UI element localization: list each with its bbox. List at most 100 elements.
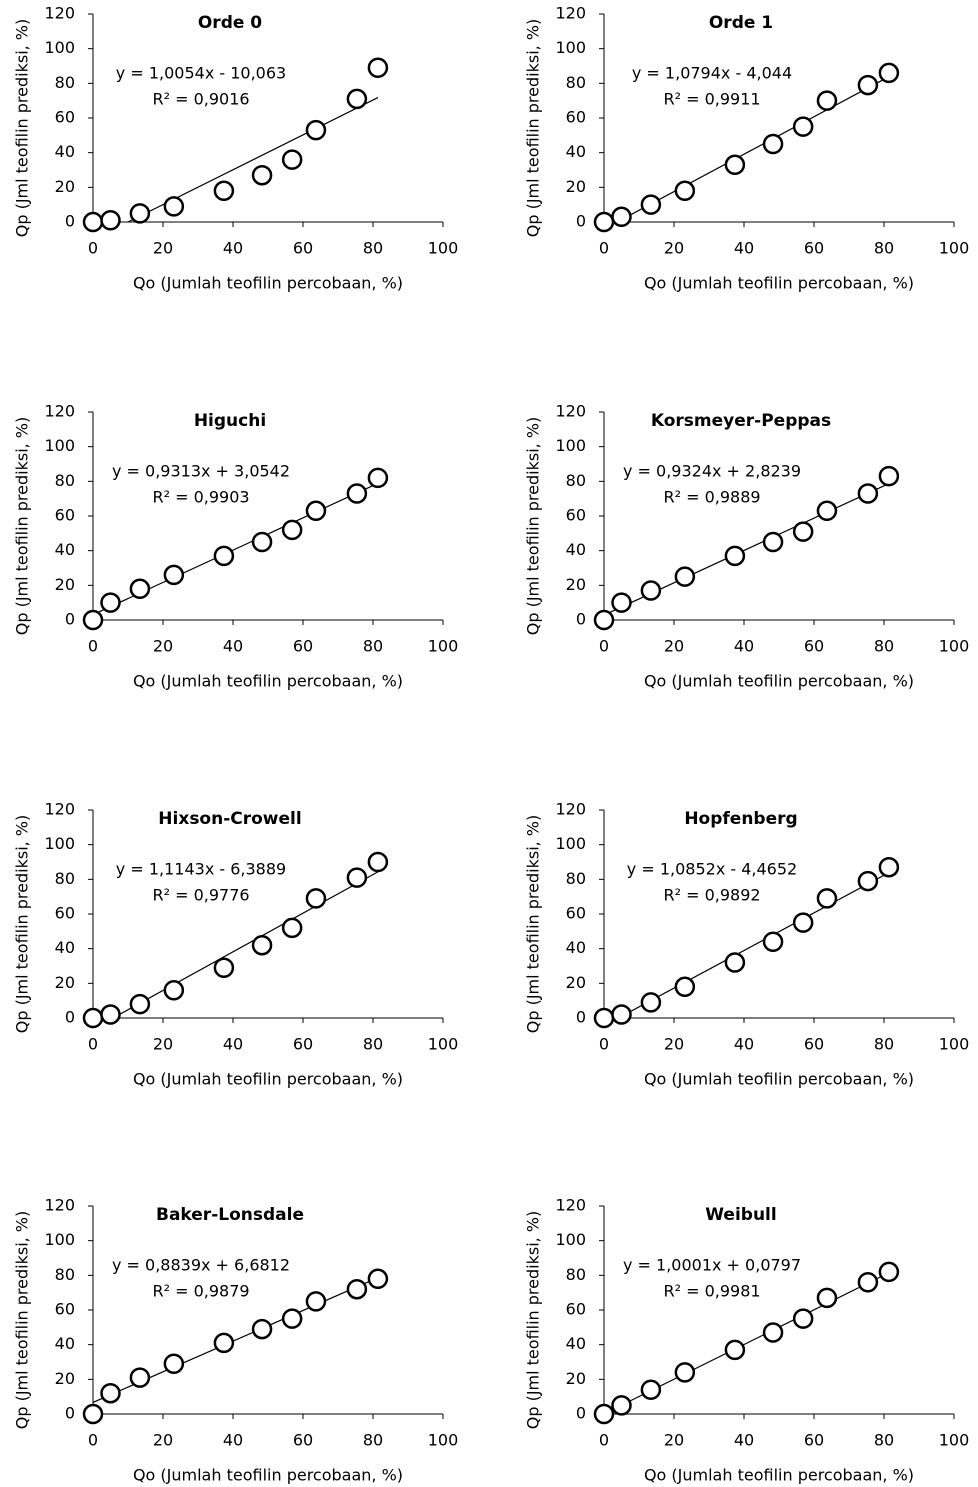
y-tick-label: 80 [55,1265,75,1284]
chart-title: Orde 0 [198,13,262,33]
point [640,1379,662,1400]
point [82,211,104,233]
x-tick-label: 100 [428,1035,459,1054]
point [100,1004,121,1025]
point [857,870,879,892]
y-tick-label: 120 [555,402,586,421]
x-tick-label: 0 [599,239,609,258]
chart-title: Orde 1 [709,13,773,33]
y-tick-label: 40 [566,540,586,559]
point [305,1291,327,1312]
y-tick-label: 20 [55,973,75,992]
point [724,545,746,567]
x-tick-label: 40 [734,1431,754,1450]
point [305,888,327,909]
y-tick-label: 100 [555,38,586,57]
point [129,1367,151,1388]
x-tick-label: 40 [223,637,243,656]
y-tick-label: 80 [566,1265,586,1284]
y-axis-label: Qp (Jml teofilin prediksi, %) [13,1211,32,1430]
trendline-equation: y = 1,0001x + 0,0797 [623,1256,801,1275]
point [163,1353,185,1374]
y-tick-label: 80 [55,471,75,490]
y-tick-label: 20 [566,973,586,992]
point [674,566,696,587]
x-axis-label: Qo (Jumlah teofilin percobaan, %) [644,274,914,293]
y-tick-label: 100 [44,1230,75,1249]
y-tick-label: 0 [576,610,586,629]
x-tick-label: 100 [939,637,970,656]
x-tick-label: 0 [599,1431,609,1450]
y-tick-label: 60 [566,904,586,923]
point [367,1268,389,1290]
point [346,483,368,504]
trendline-r2: R² = 0,9892 [663,886,760,905]
trendline-r2: R² = 0,9889 [663,488,760,507]
trendline [112,871,379,1019]
x-axis-label: Qo (Jumlah teofilin percobaan, %) [133,1070,403,1089]
point [674,976,696,998]
chart-title: Baker-Lonsdale [156,1205,304,1225]
point [129,203,151,224]
point [611,592,632,613]
point [724,1339,746,1361]
y-axis-label: Qp (Jml teofilin prediksi, %) [524,19,543,238]
y-tick-label: 40 [566,1334,586,1353]
y-tick-label: 40 [55,540,75,559]
x-tick-label: 0 [88,637,98,656]
x-tick-label: 20 [664,637,684,656]
y-tick-label: 0 [576,212,586,231]
y-tick-label: 40 [55,1334,75,1353]
y-tick-label: 40 [566,938,586,957]
x-axis-label: Qo (Jumlah teofilin percobaan, %) [133,672,403,691]
x-tick-label: 100 [428,1431,459,1450]
y-tick-label: 60 [55,904,75,923]
x-axis-label: Qo (Jumlah teofilin percobaan, %) [644,1070,914,1089]
x-tick-label: 100 [939,1035,970,1054]
x-tick-label: 0 [88,1431,98,1450]
point [367,467,389,489]
point [213,1332,235,1354]
y-axis-label: Qp (Jml teofilin prediksi, %) [13,19,32,238]
y-tick-label: 0 [65,610,75,629]
trendline-r2: R² = 0,9903 [152,488,249,507]
point [367,851,389,873]
x-tick-label: 60 [293,239,313,258]
y-tick-label: 0 [65,1404,75,1423]
x-tick-label: 20 [153,1035,173,1054]
trendline-equation: y = 0,9324x + 2,8239 [623,462,801,481]
y-tick-label: 0 [65,212,75,231]
point [611,206,632,228]
point [816,888,838,909]
point [792,912,814,933]
x-tick-label: 60 [293,637,313,656]
point [251,1318,273,1340]
y-tick-label: 100 [555,834,586,853]
point [762,1322,784,1343]
y-tick-label: 120 [44,402,75,421]
point [251,934,273,956]
y-tick-label: 100 [44,38,75,57]
point [724,154,746,176]
y-axis-label: Qp (Jml teofilin prediksi, %) [13,417,32,636]
y-tick-label: 40 [55,142,75,161]
point [878,465,900,487]
y-tick-label: 80 [55,869,75,888]
point [816,500,838,522]
trendline-r2: R² = 0,9911 [663,90,760,109]
point [611,1004,632,1025]
chart-title: Weibull [705,1205,776,1225]
y-tick-label: 0 [65,1008,75,1027]
point [762,531,784,553]
x-tick-label: 100 [939,239,970,258]
point [792,116,814,137]
x-tick-label: 80 [874,1431,894,1450]
point [640,580,662,601]
x-tick-label: 0 [88,1035,98,1054]
y-tick-label: 80 [566,869,586,888]
y-tick-label: 120 [555,4,586,23]
x-tick-label: 20 [153,1431,173,1450]
y-axis-label: Qp (Jml teofilin prediksi, %) [524,1211,543,1430]
x-tick-label: 60 [804,1035,824,1054]
point [281,519,303,541]
